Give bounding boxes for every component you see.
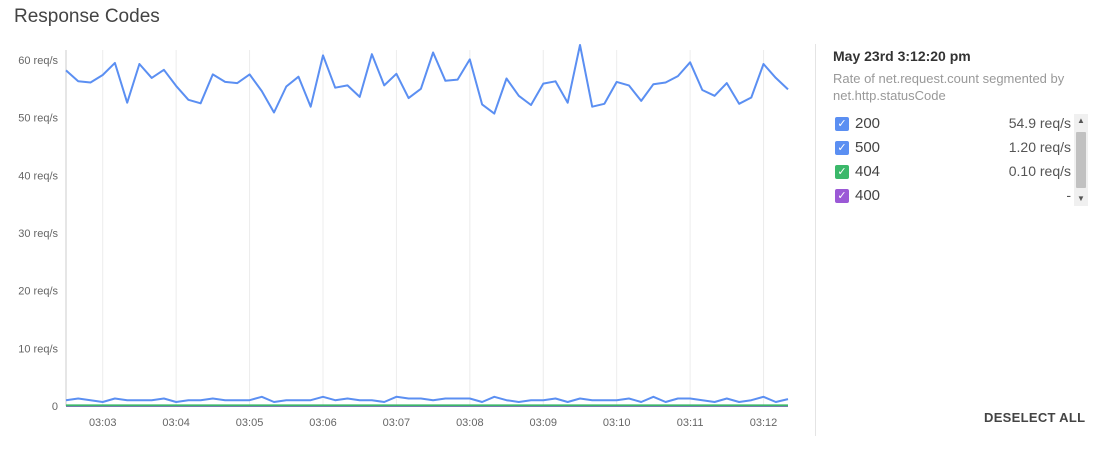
legend-panel: May 23rd 3:12:20 pm Rate of net.request.… (833, 48, 1093, 206)
legend-list: ✓ 200 54.9 req/s ✓ 500 1.20 req/s ✓ 404 0.10 req… (833, 114, 1093, 206)
series-line-200 (65, 44, 789, 115)
x-tick-label: 03:08 (456, 417, 484, 429)
legend-item-label: 200 (855, 115, 881, 132)
legend-item-label: 400 (855, 187, 881, 204)
legend-item-404[interactable]: ✓ 404 0.10 req/s (833, 162, 1073, 186)
x-tick-label: 03:11 (677, 417, 704, 429)
x-tick-label: 03:07 (383, 417, 411, 429)
legend-item-value: 0.10 req/s (1008, 163, 1071, 179)
x-axis-ticks: 03:03 03:04 03:05 03:06 03:07 03:08 03:09 03:10… (89, 417, 777, 429)
panel-title: Response Codes (14, 6, 160, 27)
legend-item-500[interactable]: ✓ 500 1.20 req/s (833, 138, 1073, 162)
y-tick-label: 20 req/s (18, 286, 58, 298)
y-tick-label: 40 req/s (18, 170, 58, 182)
y-tick-label: 50 req/s (18, 113, 58, 125)
x-tick-label: 03:09 (529, 417, 557, 429)
panel-divider (815, 44, 816, 436)
response-codes-chart[interactable]: 0 10 req/s 20 req/s 30 req/s 40 req/s 50 req/… (0, 40, 800, 444)
x-tick-label: 03:03 (89, 417, 117, 429)
legend-item-value: - (1066, 187, 1071, 203)
triangle-up-icon[interactable]: ▲ (1077, 116, 1085, 125)
checkbox-500[interactable]: ✓ (835, 141, 849, 155)
x-tick-label: 03:12 (750, 417, 778, 429)
legend-item-label: 500 (855, 139, 881, 156)
checkbox-404[interactable]: ✓ (835, 165, 849, 179)
y-axis-ticks: 0 10 req/s 20 req/s 30 req/s 40 req/s 50 req/… (18, 55, 58, 413)
x-tick-label: 03:04 (162, 417, 190, 429)
y-tick-label: 0 (52, 401, 58, 413)
deselect-all-button[interactable]: DESELECT ALL (984, 410, 1086, 425)
legend-item-400[interactable]: ✓ 400 - (833, 186, 1073, 210)
series-layer (65, 44, 789, 407)
series-line-500 (65, 395, 789, 403)
checkbox-200[interactable]: ✓ (835, 117, 849, 131)
checkbox-400[interactable]: ✓ (835, 189, 849, 203)
legend-timestamp: May 23rd 3:12:20 pm (833, 48, 971, 64)
legend-item-200[interactable]: ✓ 200 54.9 req/s (833, 114, 1073, 138)
chart-svg[interactable]: 0 10 req/s 20 req/s 30 req/s 40 req/s 50 req/… (0, 40, 800, 444)
legend-item-label: 404 (855, 163, 881, 180)
x-tick-label: 03:06 (309, 417, 337, 429)
legend-item-value: 1.20 req/s (1008, 139, 1071, 155)
grid-layer (65, 50, 788, 407)
x-tick-label: 03:10 (603, 417, 631, 429)
legend-subtitle: Rate of net.request.count segmented by n… (833, 71, 1065, 103)
y-tick-label: 60 req/s (18, 55, 58, 67)
y-tick-label: 10 req/s (18, 343, 58, 355)
legend-item-value: 54.9 req/s (1008, 115, 1071, 131)
y-tick-label: 30 req/s (18, 228, 58, 240)
legend-scrollbar[interactable]: ▲ ▼ (1074, 114, 1088, 206)
scrollbar-thumb[interactable] (1076, 132, 1086, 188)
x-tick-label: 03:05 (236, 417, 264, 429)
triangle-down-icon[interactable]: ▼ (1077, 194, 1085, 203)
